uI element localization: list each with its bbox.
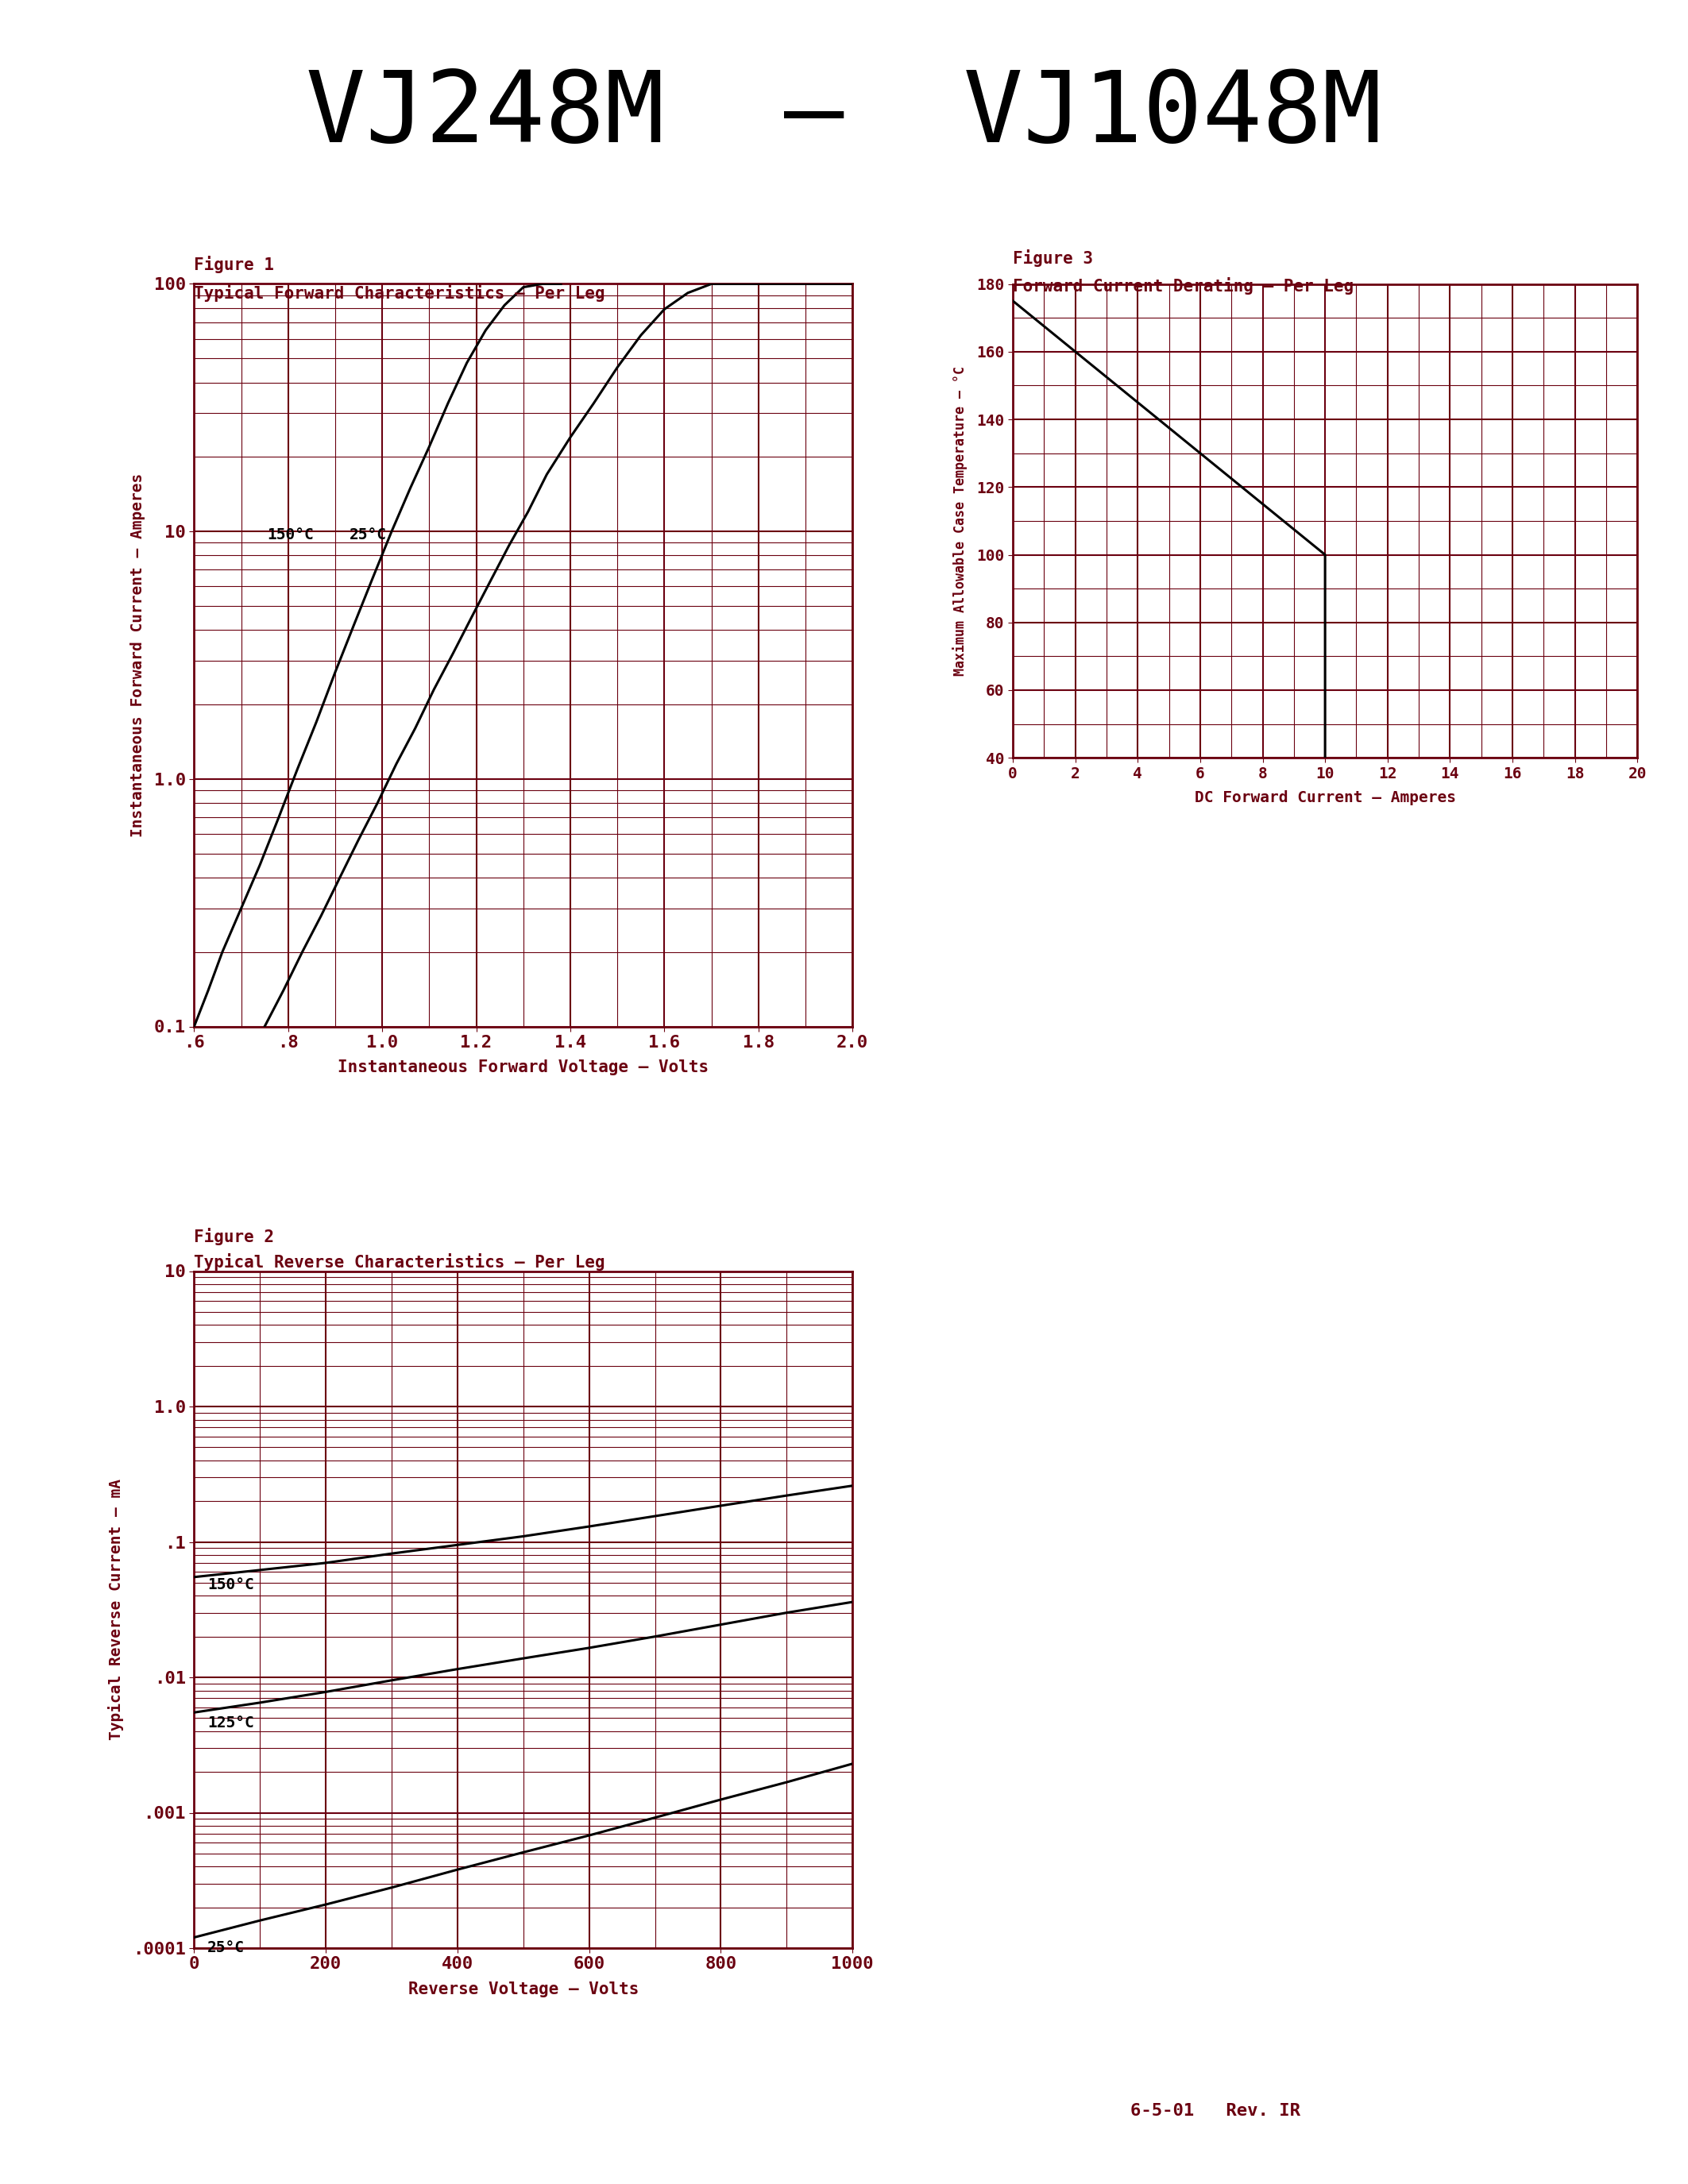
X-axis label: Reverse Voltage – Volts: Reverse Voltage – Volts xyxy=(408,1981,638,1996)
Text: Typical Forward Characteristics – Per Leg: Typical Forward Characteristics – Per Le… xyxy=(194,284,606,301)
X-axis label: Instantaneous Forward Voltage – Volts: Instantaneous Forward Voltage – Volts xyxy=(338,1059,709,1075)
Y-axis label: Maximum Allowable Case Temperature – °C: Maximum Allowable Case Temperature – °C xyxy=(952,367,967,675)
Text: 125°C: 125°C xyxy=(208,1717,253,1732)
Text: Figure 3: Figure 3 xyxy=(1013,249,1094,266)
Text: 25°C: 25°C xyxy=(208,1939,245,1955)
Text: 25°C: 25°C xyxy=(349,529,387,544)
Text: 150°C: 150°C xyxy=(267,529,314,544)
X-axis label: DC Forward Current – Amperes: DC Forward Current – Amperes xyxy=(1195,791,1455,806)
Text: Typical Reverse Characteristics – Per Leg: Typical Reverse Characteristics – Per Le… xyxy=(194,1254,606,1271)
Text: Figure 2: Figure 2 xyxy=(194,1227,275,1245)
Text: 150°C: 150°C xyxy=(208,1577,253,1592)
Text: 6-5-01   Rev. IR: 6-5-01 Rev. IR xyxy=(1131,2103,1300,2118)
Text: Figure 1: Figure 1 xyxy=(194,256,275,273)
Y-axis label: Typical Reverse Current – mA: Typical Reverse Current – mA xyxy=(108,1479,123,1741)
Y-axis label: Instantaneous Forward Current – Amperes: Instantaneous Forward Current – Amperes xyxy=(130,474,145,836)
Text: Forward Current Derating – Per Leg: Forward Current Derating – Per Leg xyxy=(1013,277,1354,295)
Text: VJ248M  –  VJ1048M: VJ248M – VJ1048M xyxy=(306,66,1382,164)
